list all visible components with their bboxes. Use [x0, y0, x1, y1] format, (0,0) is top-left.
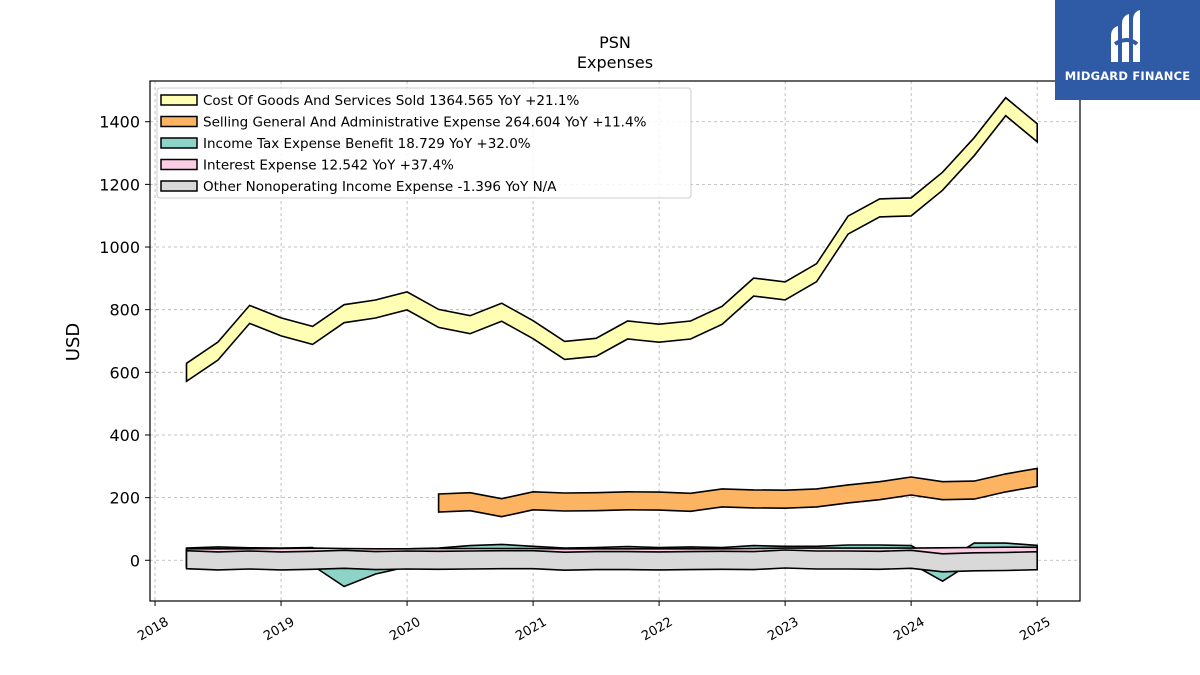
y-tick-label: 1000: [99, 238, 140, 257]
x-tick-label: 2023: [765, 615, 801, 645]
legend-entry: Selling General And Administrative Expen…: [203, 115, 647, 131]
legend-swatch: [160, 94, 198, 106]
x-tick-label: 2022: [639, 615, 675, 645]
y-tick-label: 1400: [99, 113, 140, 132]
x-tick-label: 2018: [135, 615, 171, 645]
y-tick-label: 400: [109, 426, 140, 445]
legend-swatch: [160, 158, 198, 171]
series-layer: [185, 96, 1038, 588]
y-axis-label: USD: [63, 323, 84, 361]
legend-entry: Income Tax Expense Benefit 18.729 YoY +3…: [203, 136, 531, 152]
x-tick-label: 2019: [261, 615, 297, 645]
x-tick-label: 2025: [1017, 615, 1053, 645]
x-tick-label: 2020: [387, 615, 423, 645]
legend-swatch: [160, 180, 198, 192]
plot-frame: [149, 80, 1081, 602]
legend-swatch: [160, 137, 198, 149]
midgard-logo: MIDGARD FINANCE: [1055, 0, 1200, 100]
y-tick-label: 200: [109, 489, 140, 508]
legend-entry: Interest Expense 12.542 YoY +37.4%: [203, 158, 454, 174]
series-band: [185, 96, 1038, 383]
y-tick-label: 600: [109, 363, 140, 382]
legend-entry: Cost Of Goods And Services Sold 1364.565…: [203, 93, 579, 109]
series-band: [185, 549, 1038, 573]
y-tick-label: 0: [130, 551, 140, 570]
y-tick-label: 1200: [99, 175, 140, 194]
chart-title: PSN: [599, 33, 631, 52]
x-tick-label: 2024: [891, 615, 927, 645]
chart-subtitle: Expenses: [577, 53, 653, 72]
legend-entry: Other Nonoperating Income Expense -1.396…: [203, 179, 557, 195]
x-tick-label: 2021: [513, 615, 549, 645]
midgard-logo-icon: [1111, 10, 1140, 62]
series-band: [437, 467, 1038, 518]
legend-swatch: [160, 115, 198, 128]
logo-brand-text: MIDGARD FINANCE: [1064, 69, 1191, 83]
legend-box: [156, 87, 692, 199]
y-tick-label: 800: [109, 301, 140, 320]
legend: Cost Of Goods And Services Sold 1364.565…: [156, 87, 692, 199]
